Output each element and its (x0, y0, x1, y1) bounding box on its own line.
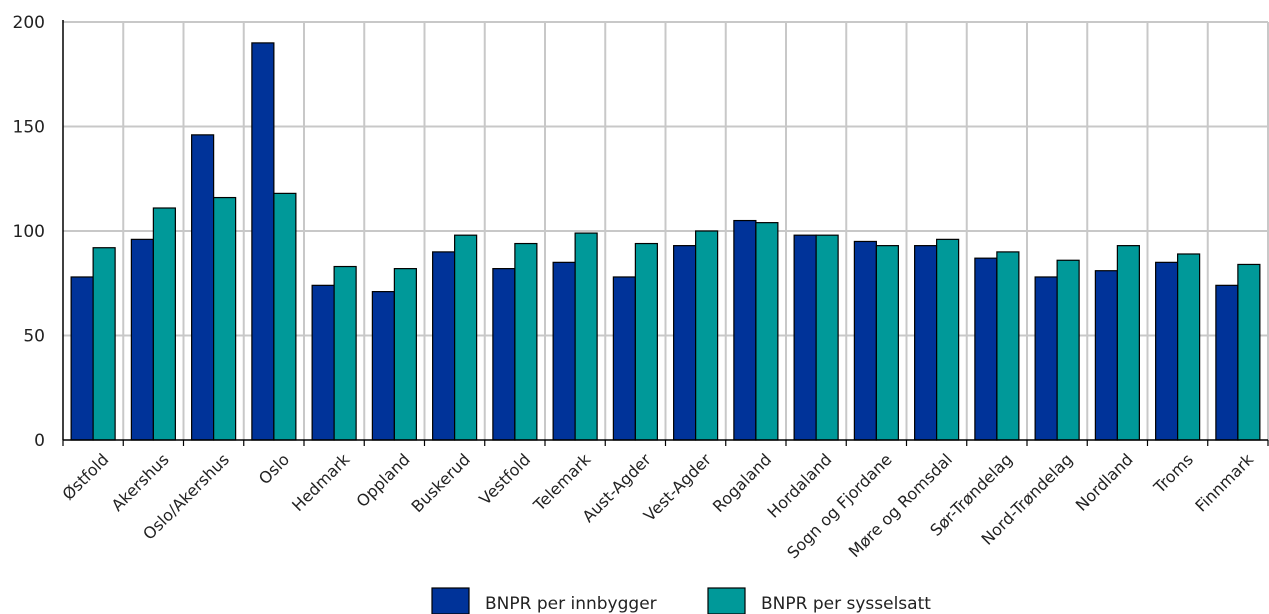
bar-sysselsatt (1177, 253, 1201, 441)
bar-innbygger (1155, 261, 1179, 441)
x-category-label: Finnmark (1191, 449, 1257, 515)
bar-sysselsatt (92, 247, 116, 441)
legend-swatch (707, 587, 746, 614)
grid-lines (63, 21, 1269, 440)
bar-sysselsatt (152, 207, 176, 441)
bar-sysselsatt (815, 234, 839, 441)
bar-sysselsatt (574, 232, 598, 441)
bar-sysselsatt (1056, 259, 1080, 441)
x-category-label: Hedmark (288, 449, 354, 515)
bar-sysselsatt (454, 234, 478, 441)
bar-innbygger (1094, 270, 1118, 441)
bar-sysselsatt (875, 245, 899, 441)
bar-innbygger (733, 219, 757, 441)
y-axis-ticks: 0 50 100 150 200 (13, 13, 45, 451)
x-category-label: Troms (1149, 450, 1197, 498)
bar-innbygger (673, 245, 697, 441)
y-tick-label: 100 (13, 222, 45, 242)
bar-sysselsatt (333, 265, 357, 441)
bar-sysselsatt (213, 196, 237, 441)
legend-label: BNPR per sysselsatt (761, 594, 931, 614)
bar-innbygger (251, 42, 275, 441)
bar-innbygger (70, 276, 94, 441)
y-tick-label: 200 (13, 13, 45, 33)
bar-sysselsatt (936, 238, 960, 441)
bar-sysselsatt (393, 268, 417, 441)
bar-innbygger (191, 134, 215, 441)
bar-sysselsatt (273, 192, 297, 441)
legend: BNPR per innbygger BNPR per sysselsatt (431, 587, 931, 614)
bar-innbygger (793, 234, 817, 441)
x-category-label: Østfold (59, 450, 113, 504)
legend-swatch (431, 587, 470, 614)
x-category-label: Oppland (353, 450, 414, 511)
bar-sysselsatt (514, 242, 538, 441)
bar-innbygger (974, 257, 998, 441)
x-category-label: Sogn og Fjordane (783, 450, 895, 562)
bar-innbygger (552, 261, 576, 441)
bar-innbygger (311, 284, 335, 441)
bar-sysselsatt (634, 242, 658, 441)
bar-innbygger (130, 238, 154, 441)
x-category-label: Møre og Romsdal (845, 450, 956, 561)
bar-innbygger (612, 276, 636, 441)
axes (62, 20, 1269, 446)
y-tick-label: 0 (34, 431, 45, 451)
x-category-label: Vestfold (475, 450, 534, 509)
bar-sysselsatt (695, 230, 719, 441)
bar-innbygger (371, 291, 395, 441)
x-category-label: Nordland (1072, 450, 1137, 515)
bar-innbygger (1215, 284, 1239, 441)
bar-sysselsatt (755, 222, 779, 441)
bar-innbygger (914, 245, 938, 441)
bar-innbygger (853, 240, 877, 441)
legend-label: BNPR per innbygger (485, 594, 657, 614)
x-category-label: Buskerud (408, 450, 474, 516)
bar-sysselsatt (996, 251, 1020, 441)
y-tick-label: 50 (23, 327, 45, 347)
bar-sysselsatt (1237, 263, 1261, 441)
bar-sysselsatt (1116, 245, 1140, 441)
bar-innbygger (1034, 276, 1058, 441)
y-tick-label: 150 (13, 118, 45, 138)
x-category-label: Oslo (255, 450, 293, 488)
bar-innbygger (432, 251, 456, 441)
bar-innbygger (492, 268, 516, 441)
